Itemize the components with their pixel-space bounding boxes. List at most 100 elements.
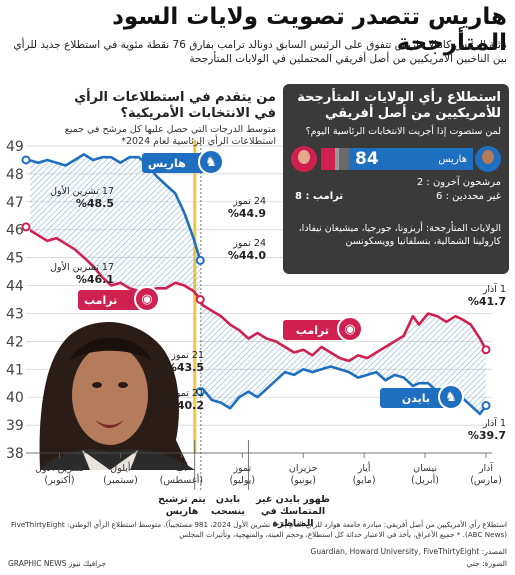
other-candidates-line: مرشحون آخرون : 2 [416,177,501,188]
harris-badge-label: هاريس [148,156,186,170]
panel-states: الولايات المتأرجحة: أريزونا، جورجيا، ميش… [298,223,501,247]
x-tick-sublabel: (مايو) [353,475,376,486]
harris-start-date: 17 تشرين الأول [50,186,114,197]
trump-badge-label: ترامب [84,293,118,307]
biden-badge: بايدن ♞ [380,384,464,410]
other-share-bar [335,148,339,170]
biden-end-date: 1 آذار [482,418,506,429]
source: المصدر: Guardian, Howard University, Fiv… [310,547,507,556]
x-axis: آذار(مارس)نيسان(أبريل)أيار(مايو)حزيران(ي… [26,452,502,486]
biden-jul21-date: 21 تموز [171,388,204,399]
trump-end-annotation: 1 آذار %41.7 [458,284,506,308]
y-tick-label: 38 [6,446,24,462]
trump-jul21-value: %43.5 [165,361,204,374]
y-tick-label: 42 [6,334,24,350]
x-tick-sublabel: (أغسطس) [160,473,203,486]
harris-photo [39,322,195,470]
trump-jul21-annotation: 21 تموز %43.5 [160,350,204,374]
trump-jul24-date: 24 تموز [233,238,266,249]
panel-breakdown: مرشحون آخرون : 2 غير محددين : 6 ترامب : … [291,176,501,204]
harris-jul24-value: %44.9 [227,207,266,220]
biden-jul21-value: %40.2 [165,399,204,412]
trump-badge-right-label: ترامب [295,323,329,337]
panel-result-bar: 84 هاريس [291,146,501,172]
x-tick-sublabel: (مارس) [470,475,502,486]
biden-end-point [481,401,491,411]
y-tick-label: 41 [6,362,24,378]
x-tick-sublabel: (سبتمبر) [103,475,138,486]
x-tick-label: آب [176,461,188,474]
panel-question: لمن ستصوت إذا أجريت الانتخابات الرئاسية … [305,126,501,137]
x-tick-sublabel: (أبريل) [411,473,439,486]
harris-start-value: %48.5 [75,197,114,210]
biden-end-annotation: 1 آذار %39.7 [458,418,506,442]
x-tick-label: تشرين الأول [35,462,84,474]
x-tick-sublabel: (يوليو) [229,475,255,486]
biden-badge-label: بايدن [401,391,430,405]
x-tick-label: حزيران [289,463,318,474]
poll-panel: استطلاع رأي الولايات المتأرجحة للأمريكيي… [283,84,509,274]
y-tick-label: 44 [6,279,24,295]
harris-share-label: هاريس [438,153,467,165]
x-tick-sublabel: (أكتوبر) [44,473,74,486]
trump-jul21-date: 21 تموز [171,350,204,361]
y-tick-label: 40 [6,390,24,406]
harris-avatar [475,146,501,172]
harris-jul24-date: 24 تموز [233,196,266,207]
x-tick-label: أيلول [110,461,131,474]
trump-jul24-annotation: 24 تموز %44.0 [220,238,266,262]
y-tick-label: 39 [6,418,24,434]
subtitle: نائبة الرئيس كامالا هاريس تتفوق على الرئ… [13,39,507,65]
x-tick-sublabel: (يونيو) [291,475,316,486]
panel-title: استطلاع رأي الولايات المتأرجحة للأمريكيي… [297,90,501,121]
trump-avatar [291,146,317,172]
y-tick-label: 49 [6,139,24,155]
gap-fill-biden-trump [200,299,487,414]
harris-share-value: 84 [355,149,379,169]
trump-share-line: ترامب : 8 [295,191,344,202]
event-lines [193,140,249,490]
biden-jul21-annotation: 21 تموز %40.2 [160,388,204,412]
trump-jul24-value: %44.0 [227,249,266,262]
brand-logo: GRAPHIC NEWS جرافيك نيوز [8,559,107,568]
chart-subheading: متوسط الدرجات التي حصل عليها كل مرشح في … [64,124,276,147]
trump-end-date: 1 آذار [482,284,506,295]
x-tick-label: تموز [232,463,251,474]
y-tick-label: 47 [6,195,24,211]
trump-start-value: %46.1 [75,273,114,286]
y-tick-label: 45 [6,251,24,267]
trump-jul24-point [195,295,205,304]
x-tick-label: آذار [478,461,493,474]
trump-start-annotation: 17 تشرين الأول %46.1 [44,262,114,286]
harris-start-point [21,155,31,165]
harris-share-bar: 84 هاريس [349,148,473,170]
trump-badge: ترامب ◉ [78,286,160,312]
page-title: هاريس تتصدر تصويت ولايات السود المتأرجحة [112,4,507,56]
nomination-line [193,140,197,454]
trump-start-date: 17 تشرين الأول [50,262,114,273]
y-tick-label: 43 [6,306,24,322]
x-tick-label: أيار [357,461,371,474]
harris-jul24-annotation: 24 تموز %44.9 [220,196,266,220]
data-markers [21,155,491,411]
x-tick-label: نيسان [413,463,437,474]
harris-badge: هاريس ♞ [142,149,224,175]
harris-jul24-point [195,255,205,265]
series-line-dem [30,153,202,261]
undecided-line: غير محددين : 6 [436,191,501,202]
y-axis: 38 39 40 41 42 43 44 45 46 47 48 49 [6,139,24,462]
gap-fill-harris-trump [30,154,201,300]
series-line-trump [30,228,488,363]
undecided-share-bar [339,148,349,170]
trump-start-point [21,222,31,232]
photo-credit: الصورة: جتي [466,559,507,568]
event-harris-nomination: يتم ترشيح هاريس [158,494,206,517]
y-tick-label: 48 [6,167,24,183]
donkey-icon: ♞ [438,384,464,410]
donkey-icon: ♞ [198,149,224,175]
trump-end-value: %41.7 [467,295,506,308]
biden-end-value: %39.7 [467,429,506,442]
footer-notes: استطلاع رأي الأمريكيين من أصل أفريقي: مب… [10,520,507,539]
y-tick-label: 46 [6,223,24,239]
